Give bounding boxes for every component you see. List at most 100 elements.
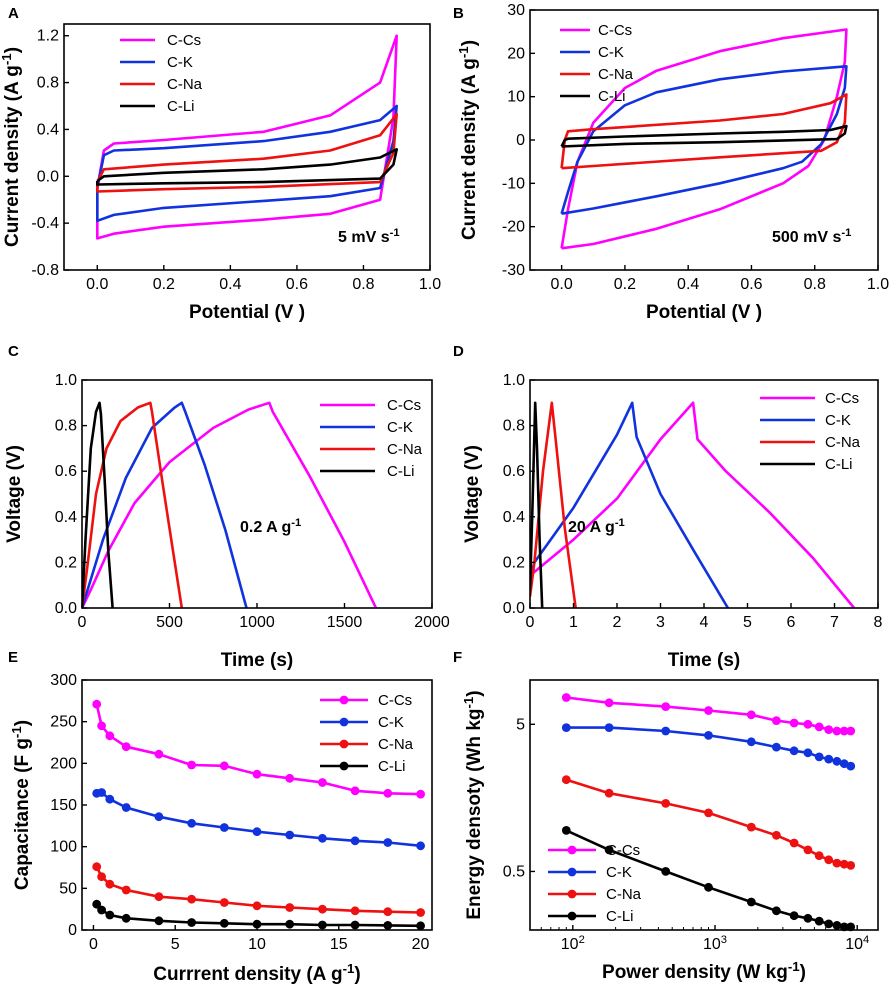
chart-a-xtick-label: 0.8 (352, 276, 374, 293)
chart-f-point-c-k-12 (846, 761, 856, 771)
chart-a-xtick-label: 0.4 (219, 276, 241, 293)
chart-a-ytick-label: 0.4 (37, 121, 59, 138)
chart-b-legend-label-c-cs: C-Cs (598, 22, 632, 39)
chart-f: F 102 103 104 0.5 5 Power density (W kg-1) Ener… (453, 649, 879, 983)
chart-b-xtick-label: 1.0 (867, 276, 889, 293)
chart-a-ytick-label: 0.8 (37, 75, 59, 92)
chart-f-point-c-li-9 (824, 919, 834, 929)
chart-d-legend-label-c-k: C-K (825, 412, 851, 429)
chart-c-series-c-li (82, 401, 114, 608)
chart-e-point-c-li-7 (252, 919, 262, 929)
chart-e-point-c-na-3 (121, 885, 131, 895)
chart-f-point-c-li-0 (561, 826, 571, 835)
chart-e-x-axis-title: Currrent density (A g-1) (153, 961, 360, 986)
chart-e-point-c-cs-0 (92, 699, 102, 709)
chart-e-point-c-li-9 (318, 920, 327, 930)
chart-f-point-c-na-7 (803, 845, 813, 855)
chart-e-point-c-k-2 (105, 794, 115, 804)
chart-f-point-c-cs-8 (814, 722, 824, 732)
chart-f-point-c-cs-2 (661, 702, 671, 711)
chart-f-point-c-cs-12 (846, 726, 856, 736)
chart-e-point-c-li-1 (97, 905, 106, 915)
chart-a-annotation: 5 mV s-1 (338, 227, 400, 246)
chart-c-series-c-na (82, 401, 184, 608)
chart-f-point-c-li-11 (839, 922, 849, 932)
chart-f-xtick-label: 103 (703, 934, 727, 953)
chart-e-point-c-cs-1 (97, 721, 106, 731)
chart-c-legend-label-c-cs: C-Cs (387, 397, 421, 414)
chart-d-series-c-k (530, 401, 730, 608)
chart-d: D 0 1 2 3 4 5 6 7 8 0.0 0.2 0.4 0.6 0.8 1.0 Time (s) Volt… (453, 343, 883, 671)
chart-e-point-c-cs-2 (105, 731, 115, 741)
chart-e-point-c-li-3 (121, 913, 131, 923)
chart-c: C 0 500 1000 1500 2000 0.0 0.2 0.4 0.6 0.8 1.0 Time … (4, 343, 450, 671)
chart-f-point-c-k-8 (814, 752, 824, 762)
chart-b-ytick-label: -10 (502, 175, 525, 192)
chart-f-point-c-k-3 (704, 731, 713, 740)
chart-e-xtick-label: 0 (89, 936, 98, 953)
chart-f-point-c-na-3 (704, 808, 713, 818)
chart-f-point-c-li-2 (661, 867, 671, 876)
chart-c-legend-label-c-li: C-Li (387, 463, 415, 480)
chart-e-point-c-cs-12 (416, 789, 425, 799)
chart-f-legend-marker-c-cs (567, 845, 577, 855)
chart-b: B 0.0 0.2 0.4 0.6 0.8 1.0 -30 -20 -10 0 10 20 30 Poten… (453, 2, 889, 323)
chart-e-point-c-na-0 (92, 862, 102, 872)
chart-e-point-c-k-5 (187, 818, 197, 828)
chart-b-xtick-label: 0.2 (614, 276, 636, 293)
chart-c-legend-label-c-k: C-K (387, 419, 413, 436)
chart-e-legend-marker-c-cs (339, 695, 349, 705)
chart-e-legend-label-c-k: C-K (378, 714, 404, 731)
chart-f-ytick-label: 5 (516, 716, 525, 733)
chart-f-point-c-na-2 (661, 799, 671, 808)
chart-c-frame (81, 379, 433, 609)
chart-f-point-c-cs-11 (839, 726, 849, 736)
chart-f-point-c-k-9 (824, 754, 834, 764)
chart-f-point-c-cs-7 (803, 719, 813, 729)
chart-b-legend-label-c-na: C-Na (598, 66, 634, 83)
chart-c-series-c-cs (82, 401, 378, 608)
chart-e-point-c-cs-10 (350, 786, 360, 796)
chart-e-point-c-k-9 (318, 833, 327, 843)
chart-b-ytick-label: 10 (507, 89, 525, 106)
chart-a-legend-label-c-k: C-K (167, 54, 193, 71)
chart-b-ytick-label: -30 (502, 262, 525, 279)
chart-e-point-c-cs-5 (187, 760, 197, 770)
chart-e-legend-label-c-li: C-Li (378, 758, 406, 775)
chart-c-ytick-label: 0.2 (55, 554, 77, 571)
chart-d-y-axis-title: Voltage (V) (462, 445, 483, 543)
chart-a-xtick-label: 0.0 (86, 276, 108, 293)
chart-f-legend-marker-c-li (567, 911, 577, 921)
chart-e-ytick-label: 250 (50, 714, 77, 731)
chart-e-point-c-cs-6 (219, 761, 229, 771)
chart-f-point-c-na-5 (772, 830, 781, 840)
chart-c-ytick-label: 1.0 (55, 372, 77, 389)
chart-c-ytick-label: 0.0 (55, 600, 77, 617)
chart-b-series-c-na (560, 93, 848, 170)
chart-d-series-c-cs (530, 401, 856, 608)
chart-a-series-c-na (96, 112, 398, 193)
chart-b-legend-label-c-li: C-Li (598, 88, 626, 105)
chart-d-xtick-label: 8 (874, 614, 883, 631)
chart-a-legend-label-c-cs: C-Cs (167, 32, 201, 49)
chart-e-point-c-cs-4 (154, 749, 164, 759)
chart-c-legend-label-c-na: C-Na (387, 441, 423, 458)
chart-a-ytick-label: 1.2 (37, 28, 59, 45)
chart-c-ytick-label: 0.8 (55, 418, 77, 435)
chart-a-legend-label-c-na: C-Na (167, 76, 203, 93)
chart-f-point-c-li-8 (814, 916, 824, 926)
chart-a-xtick-label: 0.6 (286, 276, 308, 293)
chart-d-xtick-label: 5 (743, 614, 752, 631)
chart-e-point-c-cs-8 (285, 773, 295, 783)
chart-e-ytick-label: 100 (50, 839, 77, 856)
chart-b-xtick-label: 0.6 (740, 276, 762, 293)
chart-f-point-c-na-4 (746, 822, 756, 832)
chart-e-panel-letter: E (8, 649, 18, 666)
chart-f-point-c-na-0 (561, 775, 571, 785)
chart-f-point-c-na-12 (846, 861, 856, 870)
chart-d-xtick-label: 7 (830, 614, 839, 631)
chart-f-point-c-cs-0 (561, 693, 571, 702)
chart-b-ytick-label: -20 (502, 219, 525, 236)
chart-f-point-c-k-2 (661, 726, 671, 736)
chart-e-point-c-cs-11 (383, 788, 393, 798)
